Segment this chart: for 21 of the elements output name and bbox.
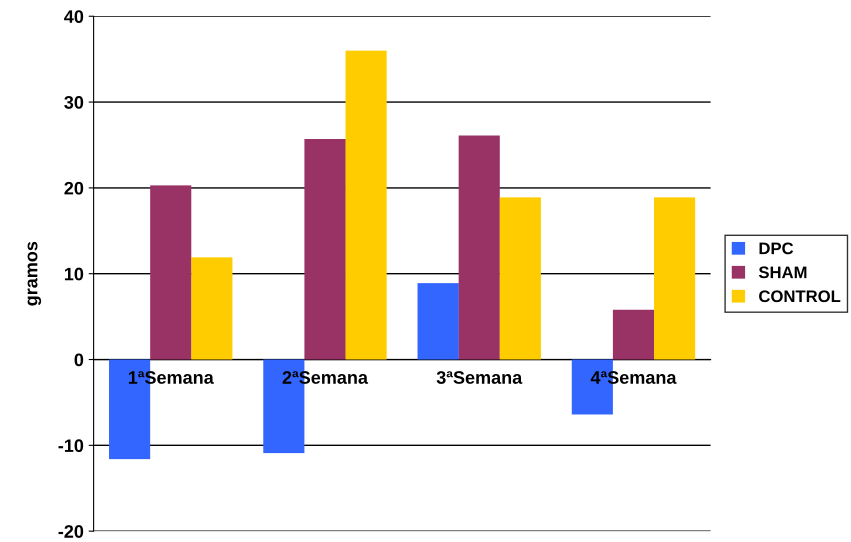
- y-tick-label: -10: [58, 439, 84, 452]
- bar: [500, 197, 541, 360]
- y-tick-label: 0: [74, 353, 84, 366]
- y-tick-label: -20: [58, 525, 84, 538]
- bar: [612, 310, 654, 360]
- bar: [191, 257, 232, 360]
- bar: [654, 197, 696, 360]
- y-axis-title: gramos: [28, 242, 42, 306]
- y-tick-label: 10: [64, 268, 84, 280]
- legend-label: DPC: [760, 242, 794, 254]
- bar: [458, 136, 500, 360]
- bar: [150, 185, 192, 360]
- x-tick-label: 3ªSemana: [436, 371, 522, 384]
- legend-label: CONTROL: [759, 290, 840, 302]
- y-tick-label: 30: [64, 96, 84, 109]
- bar: [304, 138, 346, 360]
- y-tick-label: 40: [64, 10, 84, 23]
- bar: [346, 50, 387, 360]
- legend-label: SHAM: [758, 266, 806, 278]
- y-tick-label: 20: [64, 182, 84, 195]
- bar: [418, 283, 459, 360]
